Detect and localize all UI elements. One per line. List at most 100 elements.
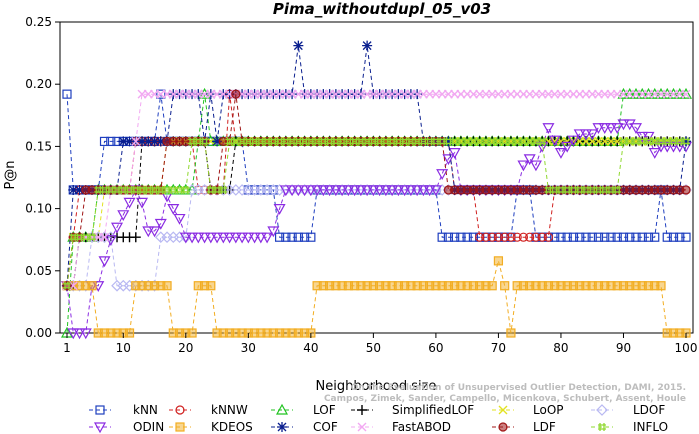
legend-marker <box>357 422 367 432</box>
series-line <box>67 189 686 287</box>
data-point <box>288 137 297 146</box>
series-knn <box>62 89 691 242</box>
data-point <box>593 232 604 242</box>
data-point <box>319 137 328 146</box>
data-point <box>281 232 291 242</box>
data-point <box>594 185 603 194</box>
data-point <box>617 87 630 99</box>
data-point <box>181 185 190 194</box>
legend-marker <box>498 405 508 415</box>
data-point <box>254 232 267 244</box>
data-point <box>198 232 211 244</box>
data-point <box>187 328 197 338</box>
data-point <box>381 137 390 146</box>
data-point <box>438 137 447 146</box>
data-point <box>613 185 622 194</box>
y-axis: 0.00 0.05 0.10 0.15 0.20 0.25 <box>25 15 60 340</box>
data-point <box>298 185 311 197</box>
data-point <box>94 185 103 194</box>
data-point <box>173 213 186 225</box>
data-point <box>604 123 617 134</box>
data-point <box>148 226 161 238</box>
data-point <box>648 87 661 99</box>
data-point <box>506 232 516 242</box>
data-point <box>487 281 497 291</box>
data-point <box>274 232 285 242</box>
x-tick-label: 60 <box>428 341 443 355</box>
data-point <box>543 232 554 242</box>
data-point <box>306 137 315 146</box>
data-point <box>669 137 678 146</box>
x-tick-label: 50 <box>366 341 381 355</box>
data-point <box>592 123 605 134</box>
data-point <box>242 232 255 244</box>
data-point <box>681 136 691 147</box>
data-point <box>99 136 110 147</box>
data-point <box>137 136 148 147</box>
data-point <box>163 185 172 194</box>
data-point <box>404 185 417 197</box>
data-point <box>650 232 660 242</box>
data-point <box>512 232 522 242</box>
series-inflo <box>63 137 690 290</box>
x-axis: 1 10 20 30 40 50 60 70 80 90 100 <box>63 333 697 355</box>
data-point <box>293 232 303 242</box>
data-point <box>493 256 504 266</box>
data-point <box>606 232 616 242</box>
data-point <box>379 185 392 197</box>
legend-label: LoOP <box>533 403 564 417</box>
data-point <box>67 328 80 340</box>
y-tick-label: 0.20 <box>25 77 52 91</box>
data-point <box>142 226 155 238</box>
data-point <box>98 256 111 268</box>
data-point <box>531 137 540 146</box>
data-point <box>263 137 272 146</box>
data-point <box>600 232 610 242</box>
x-tick-label: 20 <box>178 341 193 355</box>
data-point <box>375 137 384 146</box>
data-point <box>581 232 591 242</box>
data-point <box>348 185 361 197</box>
data-point <box>494 137 503 146</box>
series-cof <box>62 40 691 291</box>
data-point <box>569 185 578 194</box>
data-point <box>225 137 234 146</box>
data-point <box>167 204 180 215</box>
series-layer <box>60 40 693 340</box>
data-point <box>636 131 649 143</box>
data-point <box>154 218 167 230</box>
data-point <box>488 137 497 146</box>
data-point <box>681 232 691 242</box>
data-point <box>293 40 304 51</box>
legend-item-knnw: kNNW <box>169 403 248 417</box>
data-point <box>130 232 141 243</box>
data-point <box>299 232 310 242</box>
data-point <box>525 137 534 146</box>
data-point <box>487 232 497 242</box>
data-point <box>638 137 647 146</box>
data-point <box>373 185 386 197</box>
data-point <box>675 232 685 242</box>
data-point <box>500 137 509 146</box>
data-point <box>117 210 130 222</box>
credit-text: On the Evaluation of Unsupervised Outlie… <box>324 383 686 404</box>
data-point <box>204 232 217 244</box>
data-point <box>118 136 129 147</box>
data-point <box>437 232 447 242</box>
legend-marker <box>95 405 105 415</box>
data-point <box>75 233 84 242</box>
data-point <box>244 137 253 146</box>
data-point <box>63 281 71 290</box>
data-point <box>287 232 297 242</box>
data-point <box>398 185 411 197</box>
y-tick-label: 0.25 <box>25 15 52 29</box>
data-point <box>518 232 529 242</box>
data-point <box>386 185 399 197</box>
data-point <box>598 123 611 134</box>
data-point <box>450 137 459 146</box>
data-point <box>131 185 140 194</box>
series-line <box>67 140 686 287</box>
data-point <box>500 232 510 242</box>
data-point <box>517 160 530 172</box>
